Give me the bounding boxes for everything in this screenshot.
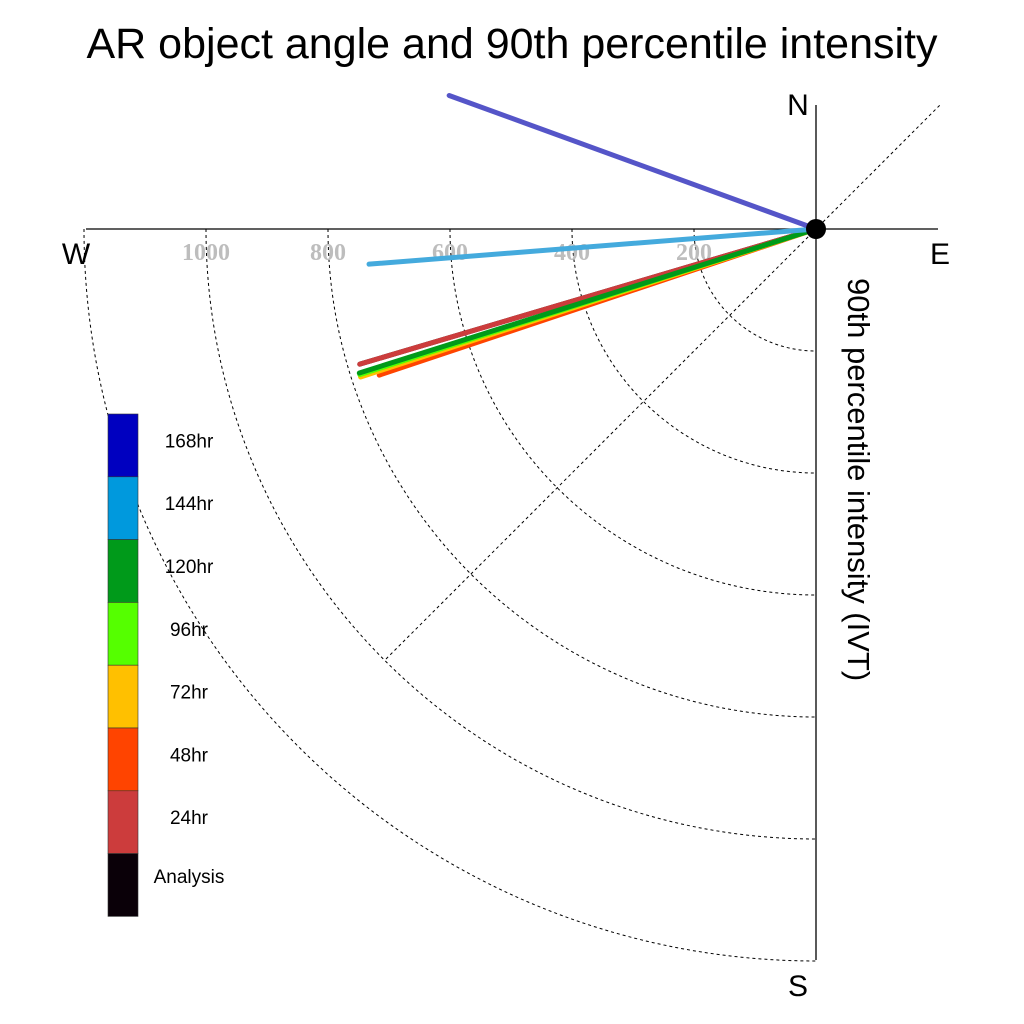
grid-ring-5 <box>205 228 817 840</box>
vector-168hr <box>446 92 819 232</box>
chart-title: AR object angle and 90th percentile inte… <box>87 20 938 68</box>
grid-ring-2 <box>571 228 817 474</box>
grid-diagonal <box>385 104 941 660</box>
grid-ring-6 <box>83 228 817 962</box>
legend-label-24hr: 24hr <box>170 808 209 829</box>
grid-ring-1 <box>693 228 817 352</box>
radial-tick-label-400: 400 <box>554 240 590 266</box>
legend-swatch-144hr <box>107 476 139 540</box>
vector-144hr <box>366 226 819 267</box>
legend-swatch-24hr <box>107 790 139 854</box>
compass-north-label: N <box>787 89 809 122</box>
legend-swatch-96hr <box>107 602 139 666</box>
y-axis-label: 90th percentile intensity (IVT) <box>841 278 876 681</box>
legend-label-168hr: 168hr <box>165 431 214 452</box>
legend-label-96hr: 96hr <box>170 620 209 641</box>
vector-120hr <box>356 226 819 376</box>
angle-vectors <box>356 92 819 380</box>
legend-swatch-analysis <box>107 853 139 917</box>
grid-ring-3 <box>449 228 817 596</box>
legend-swatch-72hr <box>107 664 139 729</box>
polar-grid <box>83 104 941 962</box>
legend-label-analysis: Analysis <box>154 867 225 888</box>
legend-label-72hr: 72hr <box>170 683 209 704</box>
compass-east-label: E <box>930 238 950 271</box>
radial-tick-label-600: 600 <box>432 240 468 266</box>
legend: 168hr 144hr 120hr 96hr 72hr 48hr 24hr Analysis <box>107 413 225 917</box>
grid-ring-4 <box>327 228 817 718</box>
compass-west-label: W <box>62 238 91 271</box>
legend-swatch-48hr <box>107 727 139 792</box>
radial-tick-label-800: 800 <box>310 240 346 266</box>
legend-label-120hr: 120hr <box>165 557 214 578</box>
legend-label-48hr: 48hr <box>170 745 209 766</box>
radial-tick-label-1000: 1000 <box>182 240 230 266</box>
legend-swatch-120hr <box>107 539 139 603</box>
legend-swatch-168hr <box>107 413 139 478</box>
origin-marker <box>806 219 826 239</box>
compass-south-label: S <box>788 970 808 1003</box>
legend-label-144hr: 144hr <box>165 494 214 515</box>
